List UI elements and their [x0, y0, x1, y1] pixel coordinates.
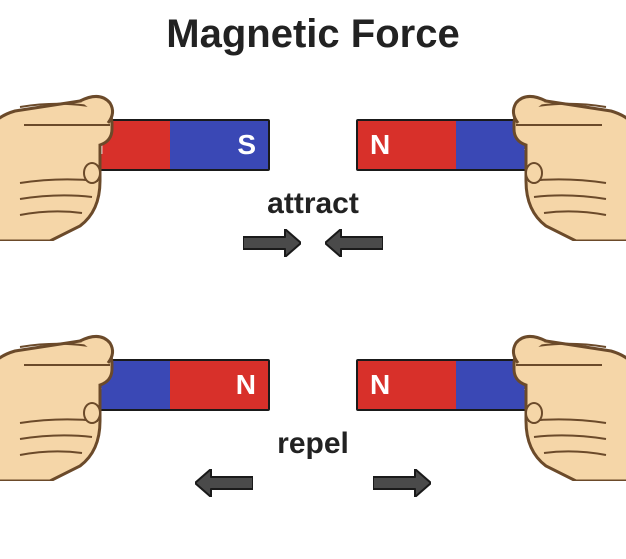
scenario-repel: SN NS repel [0, 297, 626, 537]
force-arrows [243, 229, 383, 257]
magnet-pole-north: N [170, 361, 268, 409]
magnet-pole-south: S [170, 121, 268, 169]
magnet-pole-north: N [358, 121, 456, 169]
force-arrows [195, 469, 431, 497]
hand-holding-magnet-right: NS [356, 297, 626, 477]
hand-illustration [496, 291, 626, 481]
hand-illustration [0, 291, 130, 481]
hand-holding-magnet-left: NS [0, 57, 270, 237]
arrow-right-icon [373, 469, 431, 497]
scenario-label: attract [267, 187, 359, 221]
magnet-pole-north: N [358, 361, 456, 409]
hand-holding-magnet-left: SN [0, 297, 270, 477]
arrow-left-icon [195, 469, 253, 497]
hand-illustration [0, 51, 130, 241]
page-title: Magnetic Force [0, 0, 626, 57]
arrow-right-icon [243, 229, 301, 257]
scenario-attract: NS NS attract [0, 57, 626, 297]
hand-holding-magnet-right: NS [356, 57, 626, 237]
scenario-label: repel [277, 427, 349, 461]
hand-illustration [496, 51, 626, 241]
arrow-left-icon [325, 229, 383, 257]
